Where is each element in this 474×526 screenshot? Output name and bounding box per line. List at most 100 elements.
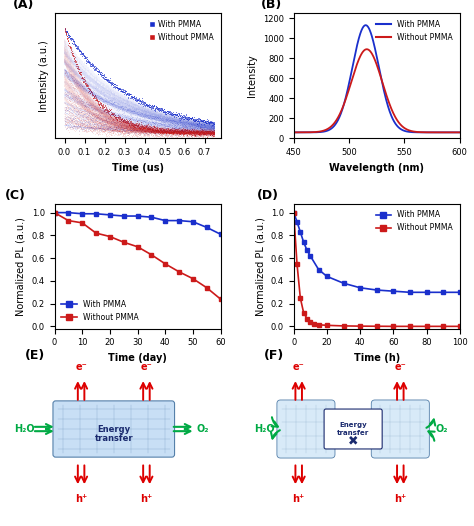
Point <box>192 127 200 136</box>
Point <box>131 128 138 137</box>
Point <box>164 107 172 115</box>
Point <box>144 130 152 139</box>
Point <box>102 95 110 104</box>
Point <box>65 116 73 124</box>
Point <box>112 126 120 135</box>
Point <box>67 43 74 51</box>
Point <box>139 127 147 135</box>
Point <box>111 129 119 138</box>
Point <box>171 124 179 133</box>
Point <box>141 126 149 135</box>
Point <box>91 105 98 114</box>
Point <box>132 96 139 104</box>
Point <box>207 118 214 126</box>
Point <box>79 125 87 133</box>
Point <box>75 110 83 119</box>
Point <box>68 108 75 117</box>
Point <box>170 130 177 138</box>
Point <box>100 120 107 129</box>
Point <box>143 128 150 137</box>
Point <box>140 123 147 131</box>
Point <box>162 128 169 136</box>
Point <box>151 123 159 132</box>
Point <box>102 106 110 114</box>
Point <box>119 129 127 137</box>
Point <box>122 122 129 130</box>
Point <box>156 129 164 137</box>
Point <box>133 109 140 118</box>
Point <box>166 128 173 137</box>
Point <box>118 115 126 124</box>
Point <box>132 130 140 138</box>
Point <box>192 122 200 130</box>
Point <box>203 117 211 126</box>
Point <box>184 127 192 136</box>
Point <box>109 109 117 118</box>
Point <box>63 32 71 41</box>
Point <box>75 107 83 116</box>
Point <box>201 127 209 135</box>
Point <box>66 113 74 122</box>
Point <box>90 122 98 130</box>
Point <box>146 101 154 109</box>
Point <box>64 104 72 113</box>
Point <box>198 131 206 139</box>
Point <box>187 126 195 135</box>
Point <box>146 119 154 128</box>
Point <box>205 125 213 133</box>
Point <box>171 124 178 133</box>
Point <box>179 122 187 130</box>
Point <box>134 125 141 134</box>
Point <box>197 129 204 138</box>
Point <box>172 121 179 129</box>
Point <box>74 106 82 115</box>
Point <box>166 118 173 127</box>
Point <box>86 114 94 122</box>
Point <box>78 121 86 129</box>
Point <box>69 94 76 103</box>
Point <box>168 128 175 137</box>
Point <box>61 69 69 77</box>
Point <box>112 119 120 127</box>
Point <box>90 87 98 96</box>
Point <box>76 104 83 112</box>
Point <box>121 103 128 111</box>
Point <box>72 125 79 134</box>
Point <box>114 107 122 116</box>
Point <box>66 76 74 84</box>
Point <box>95 96 103 105</box>
Point <box>108 110 116 118</box>
Point <box>190 128 198 136</box>
Point <box>199 131 207 139</box>
Point <box>85 117 92 125</box>
Point <box>75 64 82 73</box>
Point <box>102 115 110 123</box>
Point <box>117 117 124 125</box>
Point <box>164 127 172 135</box>
Point <box>116 116 123 125</box>
Point <box>66 123 73 131</box>
Point <box>159 126 166 135</box>
Point <box>96 92 104 100</box>
Point <box>130 107 138 116</box>
Point <box>166 125 173 134</box>
Point <box>133 125 141 134</box>
Point <box>96 118 104 126</box>
Point <box>109 127 117 135</box>
Point <box>130 128 138 136</box>
Point <box>81 126 88 134</box>
Point <box>175 126 182 135</box>
Point <box>165 109 173 118</box>
Point <box>136 122 144 130</box>
Point <box>198 126 205 135</box>
Point <box>170 129 178 138</box>
Point <box>200 127 208 136</box>
Point <box>193 129 201 137</box>
Point <box>115 125 122 133</box>
Point <box>111 125 119 134</box>
Point <box>131 108 138 117</box>
Point <box>195 123 202 131</box>
Point <box>74 97 82 105</box>
Point <box>65 113 73 121</box>
Point <box>164 132 172 140</box>
